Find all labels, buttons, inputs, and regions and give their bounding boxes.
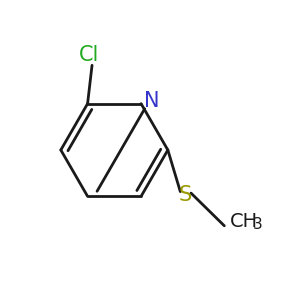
Text: 3: 3 bbox=[253, 218, 262, 232]
Text: CH: CH bbox=[230, 212, 258, 231]
Text: Cl: Cl bbox=[79, 45, 99, 65]
Text: S: S bbox=[179, 184, 192, 205]
Text: N: N bbox=[144, 91, 159, 111]
